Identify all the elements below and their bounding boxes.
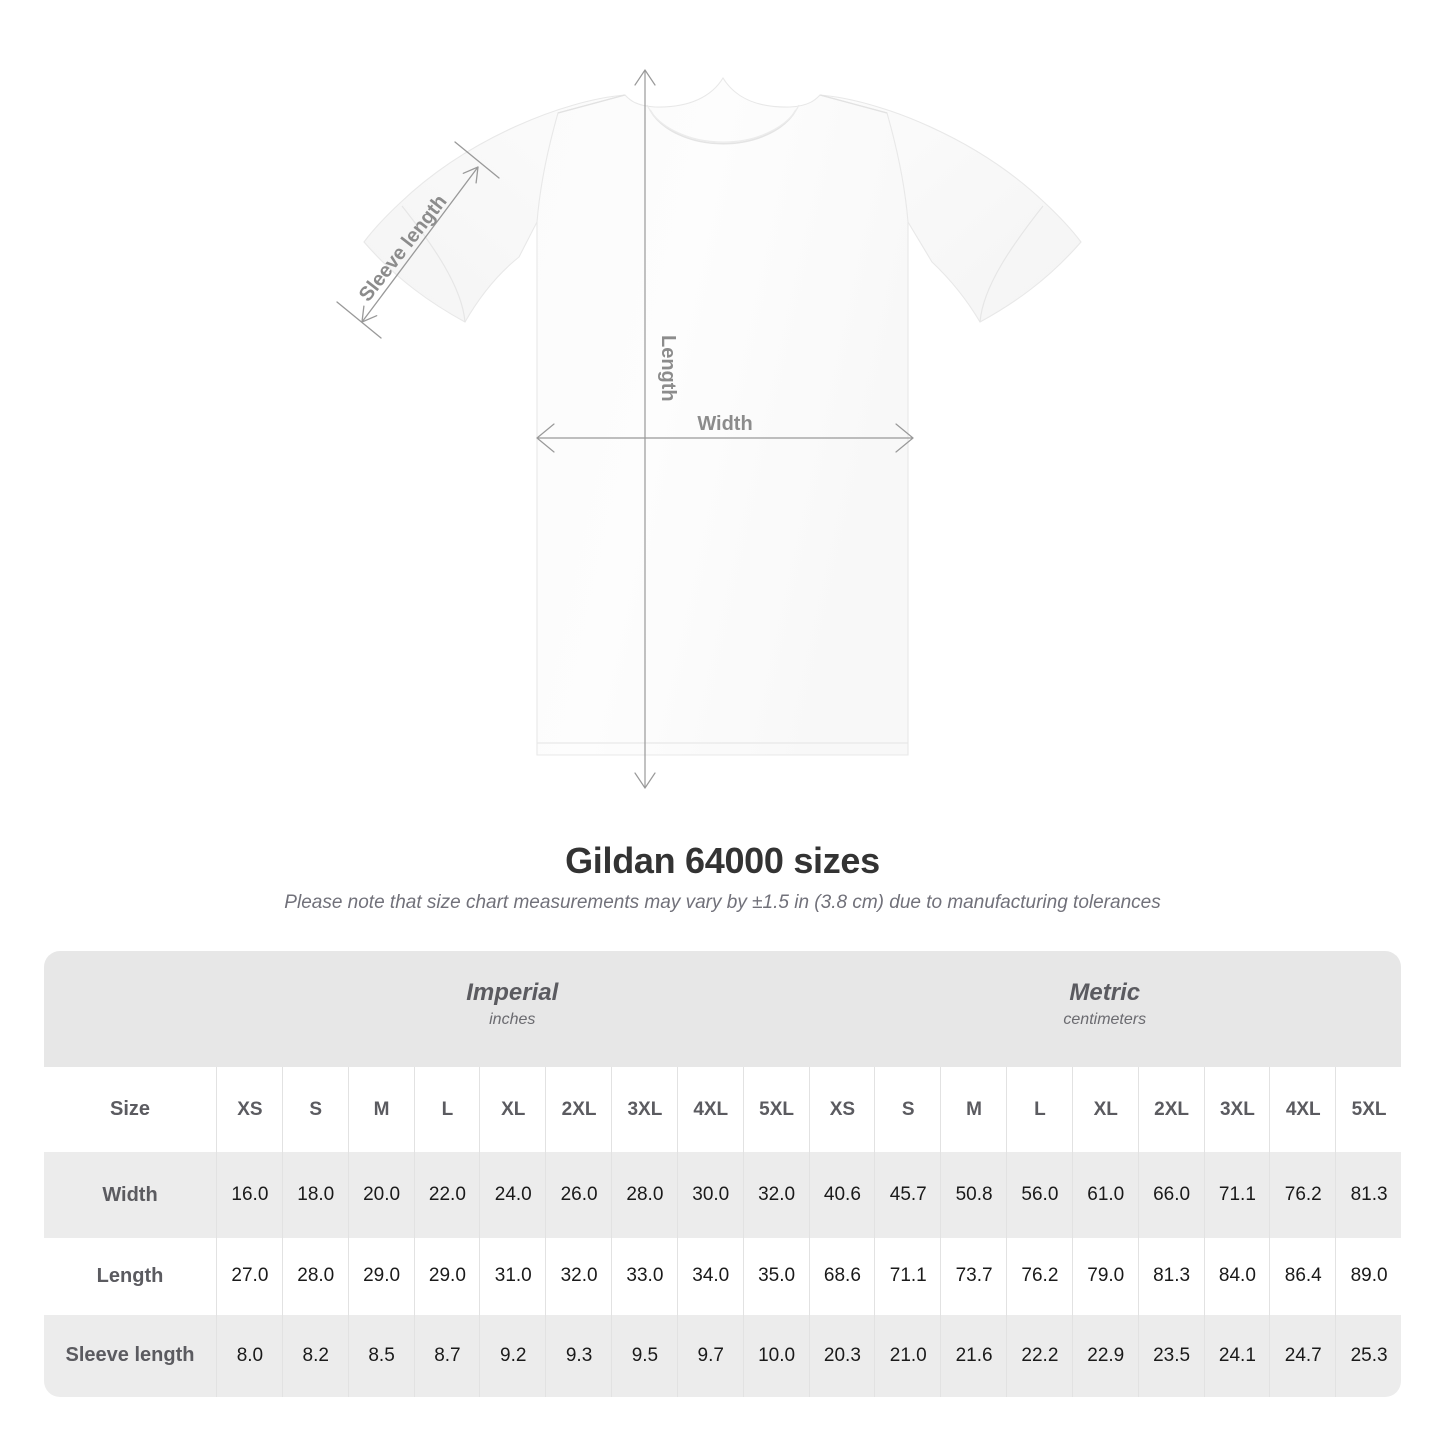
svg-text:Length: Length <box>657 335 679 402</box>
svg-text:Width: Width <box>697 413 752 435</box>
